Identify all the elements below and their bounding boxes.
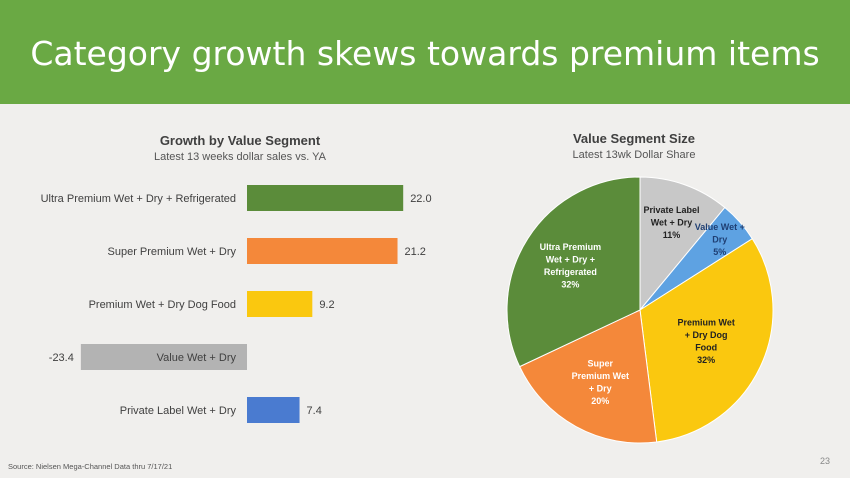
category-label: Premium Wet + Dry Dog Food <box>89 299 236 311</box>
source-note: Source: Nielsen Mega-Channel Data thru 7… <box>8 462 173 471</box>
title-banner: Category growth skews towards premium it… <box>0 0 850 104</box>
bar-chart-subtitle: Latest 13 weeks dollar sales vs. YA <box>153 151 326 163</box>
slide-title: Category growth skews towards premium it… <box>30 34 820 73</box>
bar-2 <box>247 238 398 264</box>
value-label: 22.0 <box>410 193 431 205</box>
category-label: Ultra Premium Wet + Dry + Refrigerated <box>41 193 236 205</box>
pie-label: Super Premium Wet + Dry 20% <box>572 359 629 407</box>
category-label: Private Label Wet + Dry <box>120 405 237 417</box>
pie-label: Private Label Wet + Dry 11% <box>644 205 700 240</box>
pie-slice-1 <box>639 176 726 312</box>
pie-label: Ultra Premium Wet + Dry + Refrigerated 32% <box>540 242 602 290</box>
pie-slice-5 <box>506 176 641 368</box>
bar-chart-title: Growth by Value Segment <box>159 133 321 148</box>
bar-1 <box>247 185 404 211</box>
bar-5 <box>247 397 300 423</box>
value-label: -23.4 <box>49 352 74 364</box>
pie-chart-subtitle: Latest 13wk Dollar Share <box>572 149 696 161</box>
bar-4 <box>80 344 247 370</box>
bar-3 <box>247 291 313 317</box>
pie-chart-title: Value Segment Size <box>572 131 696 146</box>
page-number: 23 <box>820 456 831 466</box>
pie-slice-4 <box>518 309 658 444</box>
pie-label: Value Wet + Dry 5% <box>695 222 745 257</box>
value-label: 9.2 <box>319 299 334 311</box>
pie-slice-3 <box>639 238 774 443</box>
value-label: 21.2 <box>405 246 426 258</box>
pie-label: Premium Wet + Dry Dog Food 32% <box>678 317 735 365</box>
category-label: Value Wet + Dry <box>157 352 237 364</box>
value-label: 7.4 <box>307 405 322 417</box>
category-label: Super Premium Wet + Dry <box>108 246 237 258</box>
